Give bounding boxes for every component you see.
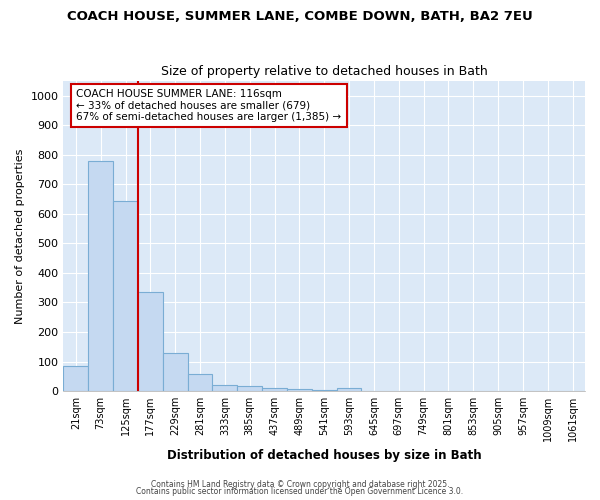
Bar	[337, 388, 361, 391]
Bar	[262, 388, 287, 391]
Bar	[188, 374, 212, 391]
Bar	[163, 352, 188, 391]
Bar	[237, 386, 262, 391]
Bar	[287, 389, 312, 391]
Bar	[113, 200, 138, 391]
Bar	[138, 292, 163, 391]
Bar	[312, 390, 337, 391]
X-axis label: Distribution of detached houses by size in Bath: Distribution of detached houses by size …	[167, 450, 482, 462]
Bar	[88, 161, 113, 391]
Text: Contains HM Land Registry data © Crown copyright and database right 2025.: Contains HM Land Registry data © Crown c…	[151, 480, 449, 489]
Text: COACH HOUSE, SUMMER LANE, COMBE DOWN, BATH, BA2 7EU: COACH HOUSE, SUMMER LANE, COMBE DOWN, BA…	[67, 10, 533, 23]
Text: Contains public sector information licensed under the Open Government Licence 3.: Contains public sector information licen…	[136, 487, 464, 496]
Title: Size of property relative to detached houses in Bath: Size of property relative to detached ho…	[161, 66, 488, 78]
Text: COACH HOUSE SUMMER LANE: 116sqm
← 33% of detached houses are smaller (679)
67% o: COACH HOUSE SUMMER LANE: 116sqm ← 33% of…	[76, 89, 341, 122]
Bar	[212, 384, 237, 391]
Bar	[64, 366, 88, 391]
Y-axis label: Number of detached properties: Number of detached properties	[15, 148, 25, 324]
